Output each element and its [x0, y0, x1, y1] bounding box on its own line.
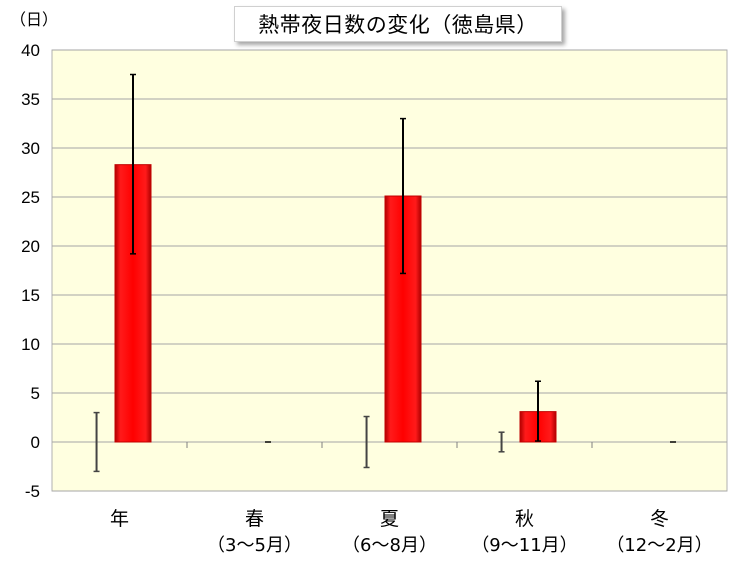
- y-tick-label: 10: [21, 335, 40, 354]
- y-tick-label: 25: [21, 188, 40, 207]
- y-tick-label: 20: [21, 237, 40, 256]
- y-tick-label: 40: [21, 41, 40, 60]
- chart-title-text: 熱帯夜日数の変化（徳島県）: [258, 13, 538, 37]
- x-category-label: 年: [110, 508, 129, 530]
- chart-title: 熱帯夜日数の変化（徳島県）: [234, 6, 562, 42]
- x-category-sublabel: （12～2月）: [606, 535, 712, 556]
- y-tick-label: 35: [21, 90, 40, 109]
- y-unit-label: （日）: [10, 10, 59, 29]
- x-category-sublabel: （9～11月）: [471, 535, 577, 556]
- x-category-label: 冬: [650, 508, 669, 530]
- y-tick-label: -5: [25, 482, 40, 501]
- x-category-sublabel: （3～5月）: [207, 535, 302, 556]
- y-tick-label: 30: [21, 139, 40, 158]
- y-tick-label: 15: [21, 286, 40, 305]
- y-tick-label: 0: [31, 433, 40, 452]
- x-category-sublabel: （6～8月）: [342, 535, 437, 556]
- x-category-label: 春: [245, 508, 264, 530]
- x-category-label: 夏: [380, 508, 399, 530]
- y-tick-label: 5: [31, 384, 40, 403]
- x-category-label: 秋: [515, 508, 534, 530]
